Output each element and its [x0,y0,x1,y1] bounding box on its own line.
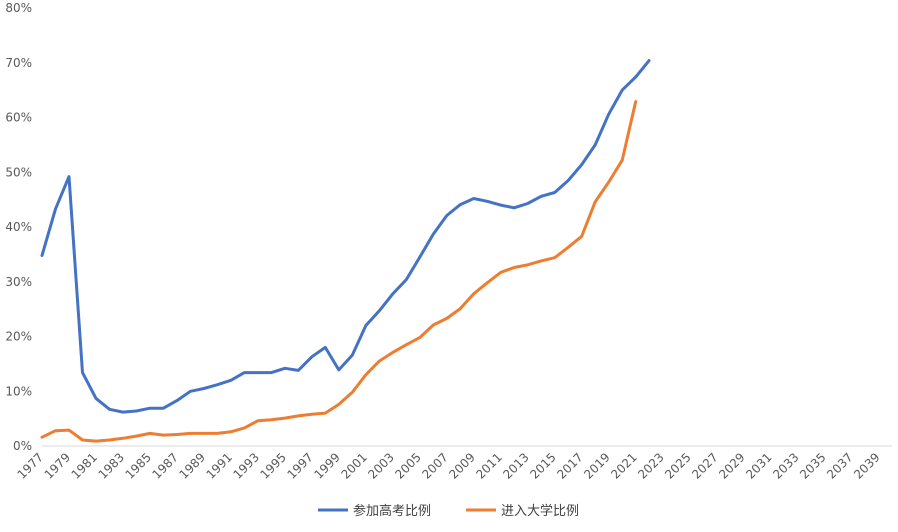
y-tick-label: 10% [5,384,32,398]
x-tick-label: 2009 [446,450,477,481]
legend: 参加高考比例 进入大学比例 [318,503,579,519]
series-line-2 [40,100,638,443]
y-tick-label: 20% [5,330,32,344]
y-tick-label: 30% [5,275,32,289]
x-tick-label: 1983 [96,450,127,481]
y-tick-label: 40% [5,220,32,234]
x-tick-label: 1977 [15,450,46,481]
x-tick-label: 2017 [554,450,585,481]
x-tick-label: 1995 [257,450,288,481]
series-line-1 [40,59,651,414]
x-tick-label: 2003 [365,450,396,481]
x-tick-label: 2007 [419,450,450,481]
x-tick-label: 2011 [473,450,504,481]
legend-label-1: 参加高考比例 [353,503,431,519]
y-tick-label: 60% [5,111,32,125]
x-tick-label: 2037 [824,450,855,481]
x-tick-label: 1979 [42,450,73,481]
x-tick-label: 2021 [608,450,639,481]
series-lines [40,59,651,443]
y-axis-ticks: 0% 10% 20% 30% 40% 50% 60% 70% 80% [5,1,32,453]
x-axis-ticks: 1977197919811983198519871989199119931995… [15,450,883,481]
x-tick-label: 1985 [123,450,154,481]
x-tick-label: 2013 [500,450,531,481]
x-tick-label: 2029 [716,450,747,481]
x-tick-label: 1987 [150,450,181,481]
x-tick-label: 2033 [770,450,801,481]
x-tick-label: 2039 [851,450,882,481]
x-tick-label: 2015 [527,450,558,481]
x-tick-label: 1981 [69,450,100,481]
x-tick-label: 1989 [177,450,208,481]
x-tick-label: 1991 [204,450,235,481]
y-tick-label: 0% [13,439,32,453]
x-tick-label: 2027 [689,450,720,481]
x-tick-label: 2035 [797,450,828,481]
x-tick-label: 1999 [311,450,342,481]
y-tick-label: 80% [5,1,32,15]
legend-label-2: 进入大学比例 [501,503,579,519]
x-tick-label: 2001 [338,450,369,481]
x-tick-label: 2019 [581,450,612,481]
x-tick-label: 2025 [662,450,693,481]
y-tick-label: 70% [5,56,32,70]
x-tick-label: 2023 [635,450,666,481]
x-tick-label: 1993 [230,450,261,481]
x-tick-label: 1997 [284,450,315,481]
x-tick-label: 2031 [743,450,774,481]
y-tick-label: 50% [5,165,32,179]
x-tick-label: 2005 [392,450,423,481]
